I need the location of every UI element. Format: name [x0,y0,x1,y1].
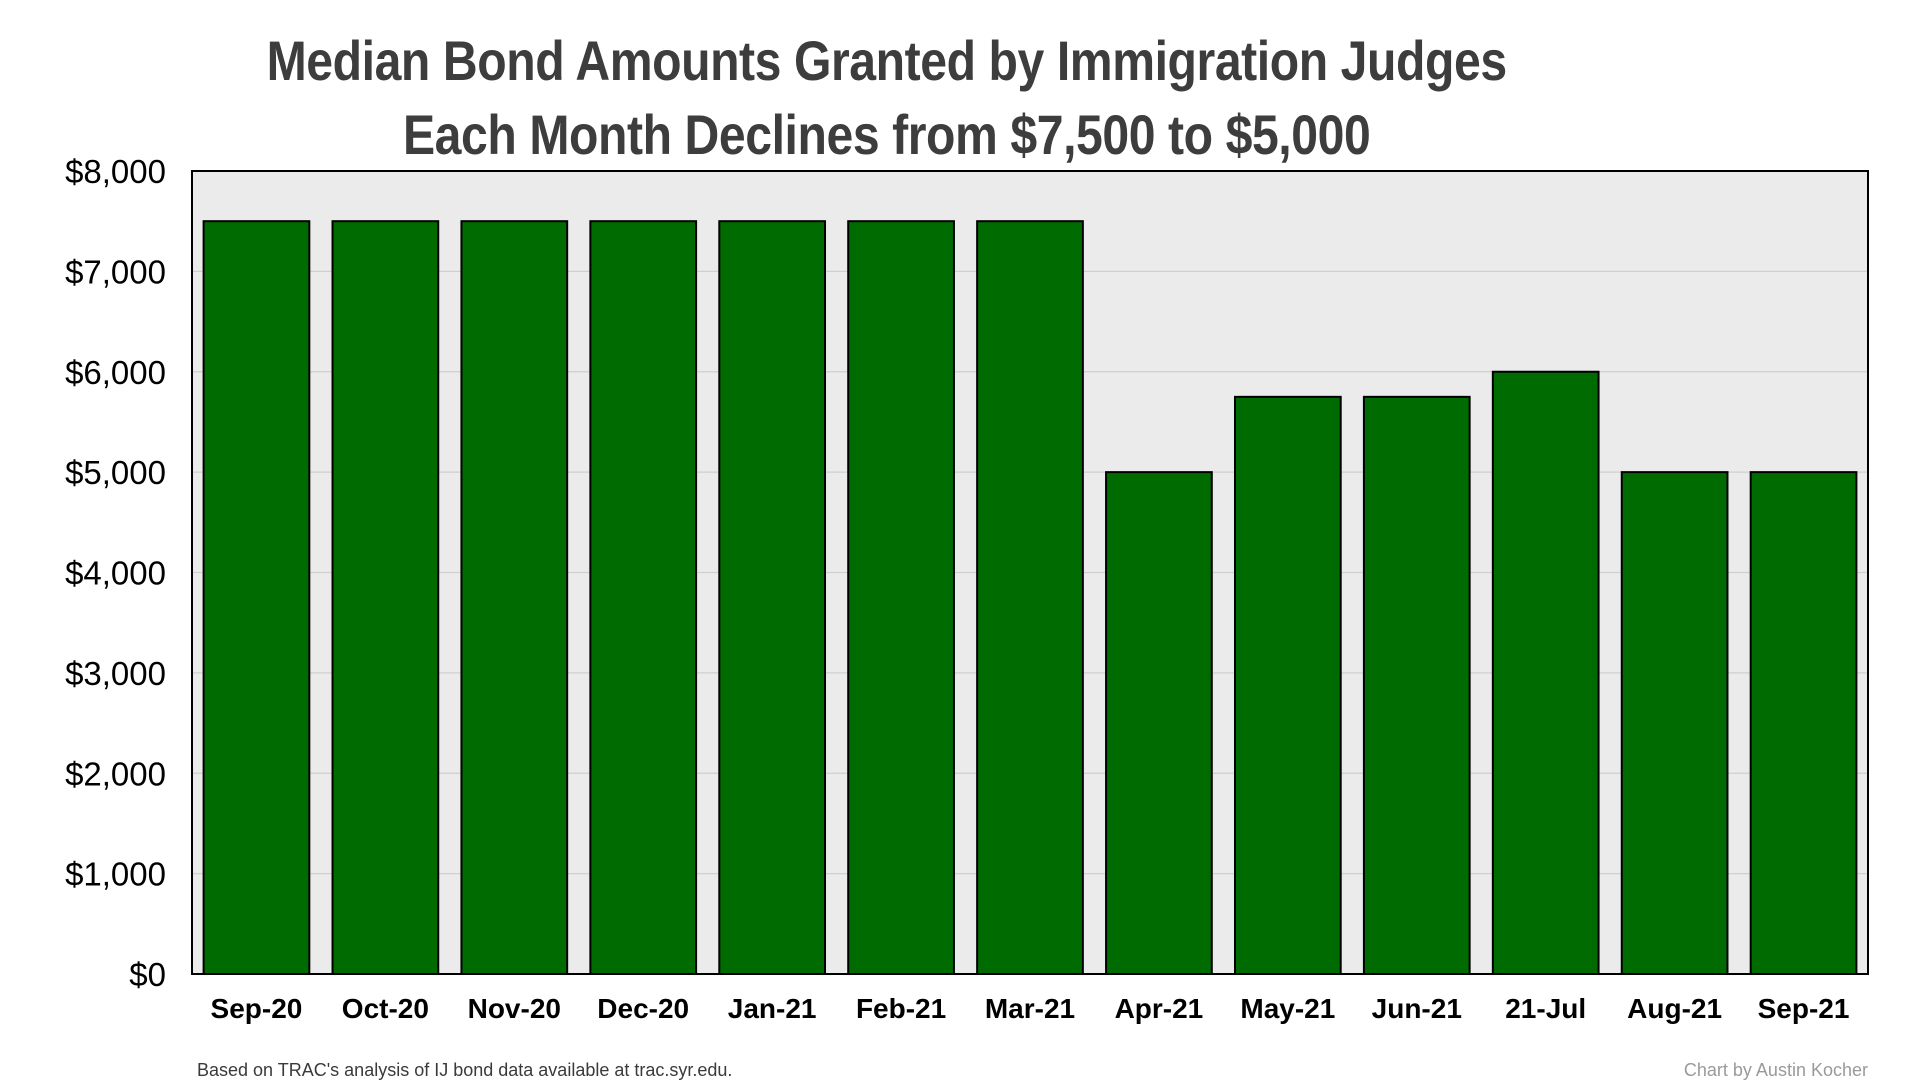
y-tick-label: $6,000 [65,354,166,391]
x-tick-label: May-21 [1240,993,1335,1024]
bars [202,220,1858,975]
x-tick-label: Nov-20 [468,993,561,1024]
credit-note: Chart by Austin Kocher [1683,1060,1868,1080]
x-tick-label: Aug-21 [1627,993,1722,1024]
plot-frame [191,170,1869,975]
bar [1233,395,1342,975]
chart-title-line-2: Each Month Declines from $7,500 to $5,00… [402,103,1371,166]
x-tick-label: Jun-21 [1372,993,1462,1024]
y-tick-label: $4,000 [65,555,166,592]
x-tick-label: Sep-21 [1758,993,1850,1024]
y-tick-label: $8,000 [65,153,166,190]
bar [847,220,955,975]
chart-title: Median Bond Amounts Granted by Immigrati… [0,24,1773,172]
y-tick-label: $3,000 [65,655,166,692]
x-tick-label: Mar-21 [985,993,1075,1024]
x-tick-label: Oct-20 [342,993,429,1024]
chart-title-line-1: Median Bond Amounts Granted by Immigrati… [266,29,1508,92]
bar [589,220,698,975]
x-tick-label: Feb-21 [856,993,946,1024]
y-axis-tick-labels: $0 $1,000 $2,000 $3,000 $4,000 $5,000 $6,000 $7… [65,153,166,993]
bar [1620,471,1729,975]
x-tick-label: Apr-21 [1115,993,1204,1024]
y-tick-label: $2,000 [65,755,166,792]
y-tick-label: $1,000 [65,856,166,893]
x-axis-tick-labels: Sep-20 Oct-20 Nov-20 Dec-20 Jan-21 Feb-21 Mar-… [211,993,1850,1024]
bar [1491,370,1600,975]
bar [460,220,569,975]
bar [1105,471,1213,975]
y-tick-label: $7,000 [65,253,166,290]
x-tick-label: Sep-20 [211,993,303,1024]
y-tick-label: $0 [129,956,166,993]
bar [202,220,311,975]
x-tick-label: 21-Jul [1505,993,1586,1024]
y-tick-label: $5,000 [65,454,166,491]
bar [1362,395,1471,975]
bar [976,220,1084,975]
bar [718,220,827,975]
x-tick-label: Dec-20 [597,993,689,1024]
source-note: Based on TRAC's analysis of IJ bond data… [197,1060,733,1080]
bar [331,220,440,975]
x-tick-label: Jan-21 [728,993,817,1024]
bar [1749,471,1858,975]
